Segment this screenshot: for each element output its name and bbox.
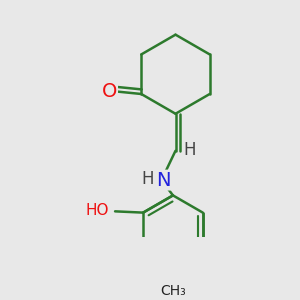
Text: O: O — [102, 82, 117, 101]
Text: HO: HO — [85, 203, 109, 218]
Text: CH₃: CH₃ — [160, 284, 186, 298]
Text: H: H — [183, 141, 196, 159]
Text: N: N — [156, 171, 171, 190]
Text: H: H — [141, 170, 154, 188]
